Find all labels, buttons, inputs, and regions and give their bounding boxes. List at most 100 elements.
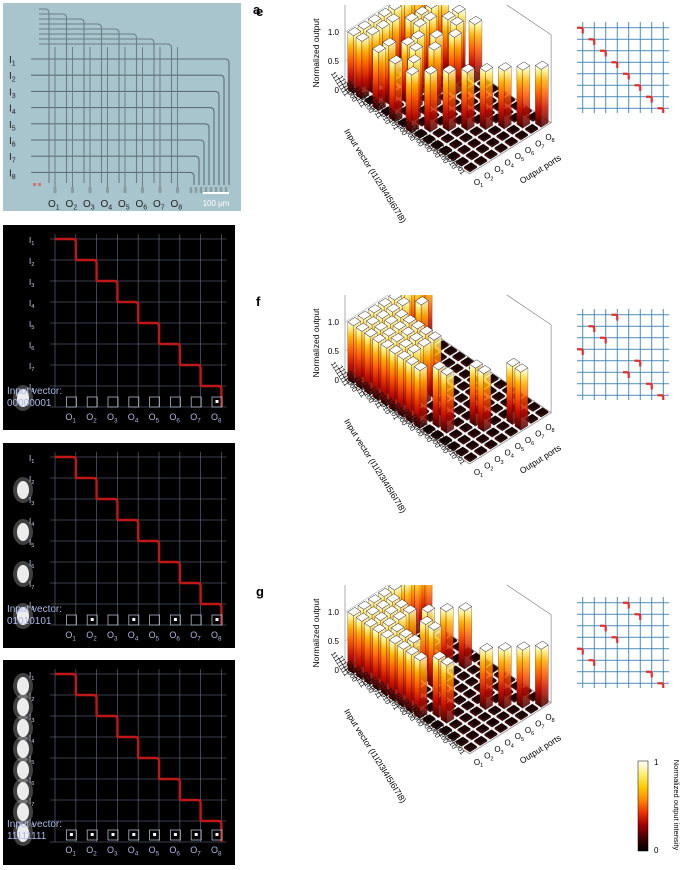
z-tick-label: 0 (335, 666, 340, 675)
light-spot-6 (17, 565, 29, 583)
bar-face-top (450, 363, 464, 372)
switch-path-8 (200, 602, 223, 625)
bar-face-front (506, 709, 513, 715)
bar-face-top (455, 156, 469, 166)
bar-face-top (423, 11, 438, 21)
z-tick-label: 0 (335, 376, 340, 385)
panel-label-d: d (4, 663, 12, 678)
bar-face-top (442, 357, 456, 367)
waveguide-top-8 (39, 43, 173, 183)
bar-face-top (456, 381, 470, 390)
bar-face-top (465, 676, 479, 686)
bar-face-side (471, 154, 479, 161)
z-tick-label: 0.5 (328, 57, 340, 66)
output-port-tick: O4 (505, 159, 514, 170)
switch-path-8 (200, 819, 223, 842)
bar-face-front (439, 149, 445, 156)
bar-face-side (491, 667, 499, 674)
bar-face-side (462, 385, 470, 391)
bar-face-side (472, 668, 481, 675)
bar-face-top (506, 124, 520, 134)
colorbar-title: Normalized output intensity (672, 760, 681, 851)
bar-face-front (484, 153, 491, 160)
bar (494, 143, 508, 153)
bar-face-top (347, 607, 362, 617)
bar-face-top (392, 321, 407, 331)
bar-face-top (459, 712, 473, 722)
output-port-tick: O3 (494, 745, 503, 756)
inset-switch (600, 49, 607, 57)
bar-face-top (463, 688, 477, 698)
light-glow (13, 603, 33, 629)
output-pad (141, 187, 144, 193)
bar-face-front (484, 443, 491, 450)
bar-face-top (388, 295, 402, 301)
bar-face-top (427, 331, 442, 341)
bar (432, 127, 446, 138)
bar-face-side (481, 147, 490, 154)
bar-face-side (473, 722, 481, 729)
output-label: O8 (211, 845, 222, 857)
bar-face-front (494, 147, 501, 153)
bar-face-top (347, 27, 362, 37)
bar-face-top (411, 320, 425, 330)
bar-face-side (485, 67, 493, 131)
input-label: I3 (29, 278, 34, 289)
output-label: O7 (190, 412, 201, 424)
inset-switch (646, 95, 653, 103)
bar (490, 403, 504, 414)
bar-face-front (436, 108, 443, 114)
bar-face-top (440, 366, 455, 376)
output-port-tick: O2 (484, 461, 493, 472)
input-label: I3 (29, 496, 34, 507)
output-port-tick: O5 (515, 442, 524, 453)
bar-face-top (432, 651, 447, 661)
bar-face-front (424, 69, 431, 133)
bar (451, 127, 465, 137)
bar-face-side (419, 132, 428, 139)
output-port-tick: O1 (474, 758, 483, 769)
bar-face-side (444, 439, 453, 446)
bar-face-side (436, 143, 444, 150)
bar-face-top (376, 599, 390, 609)
fan-pad (199, 187, 203, 193)
bar-face-top (516, 61, 531, 71)
output-dot (173, 833, 177, 836)
bar-face-front (494, 437, 501, 443)
y-axis-label: Input vector (I1I2I3I4I5I6I7I8) (342, 707, 408, 805)
output-port-tick: O3 (494, 455, 503, 466)
bar-face-top (457, 144, 471, 154)
panel-label-f: f (256, 294, 261, 309)
bar (476, 143, 490, 154)
bar-face-top (355, 322, 370, 332)
output-pad (176, 187, 179, 193)
bar-face-side (502, 425, 510, 431)
bar-face-front (453, 699, 459, 705)
colorbar: 1 0 Normalized output intensity (637, 758, 681, 855)
output-port-tick: O5 (515, 152, 524, 163)
bar (413, 361, 428, 429)
output-label: O1 (65, 630, 76, 642)
waveguide-input-1 (31, 58, 230, 185)
light-glow (13, 799, 33, 825)
bar (463, 688, 477, 699)
bar (469, 126, 483, 137)
bar (423, 65, 438, 133)
bar-face-top (365, 316, 380, 326)
output-box-8 (211, 614, 223, 626)
switch-path-6 (159, 560, 181, 583)
bar-face-side (430, 69, 438, 133)
bar-face-side (481, 727, 490, 734)
bar (525, 703, 539, 714)
bar (397, 350, 411, 418)
bar (465, 440, 479, 451)
bar (457, 144, 471, 155)
bar-face-top (372, 623, 387, 633)
bar-face-side (500, 727, 508, 733)
input-vector-title: Input vector: (7, 604, 62, 615)
output-box-5 (149, 396, 161, 408)
bar-face-top (453, 405, 467, 414)
bar-face-front (452, 355, 459, 362)
bar-face-top (382, 37, 397, 47)
output-label: O8 (171, 199, 183, 211)
